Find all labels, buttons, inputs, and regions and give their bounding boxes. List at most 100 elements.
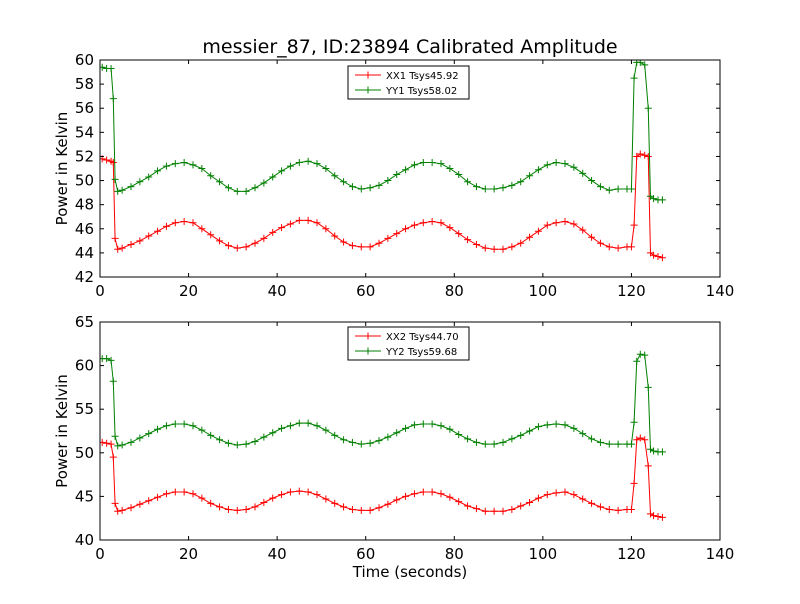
x-tick-label: 140 <box>706 545 735 563</box>
data-point-marker <box>402 492 410 500</box>
data-point-marker <box>410 221 418 229</box>
data-point-marker <box>322 225 330 233</box>
data-point-marker <box>636 350 644 358</box>
data-point-marker <box>384 234 392 242</box>
data-point-marker <box>304 488 312 496</box>
data-point-marker <box>517 431 525 439</box>
data-point-marker <box>216 178 224 186</box>
data-point-marker <box>644 104 652 112</box>
data-point-marker <box>437 490 445 498</box>
data-point-marker <box>561 160 569 168</box>
data-point-marker <box>393 496 401 504</box>
data-point-marker <box>375 239 383 247</box>
data-point-marker <box>127 183 135 191</box>
data-point-marker <box>446 165 454 172</box>
data-point-marker <box>630 418 638 426</box>
data-point-marker <box>644 383 652 391</box>
data-point-marker <box>348 183 356 191</box>
data-point-marker <box>180 218 188 226</box>
x-tick-label: 40 <box>268 545 287 563</box>
data-point-marker <box>286 488 294 496</box>
data-point-marker <box>517 239 525 247</box>
y-tick-label: 65 <box>75 313 94 331</box>
data-point-marker <box>375 181 383 189</box>
data-point-marker <box>348 242 356 250</box>
data-point-marker <box>189 422 197 430</box>
data-point-marker <box>410 161 418 169</box>
data-point-marker <box>402 225 410 233</box>
data-point-marker <box>366 439 374 447</box>
data-point-marker <box>278 167 286 175</box>
x-axis-label: Time (seconds) <box>352 563 468 581</box>
data-point-marker <box>410 421 418 429</box>
x-tick-label: 0 <box>95 545 105 563</box>
data-point-marker <box>357 243 365 251</box>
legend-label: XX2 Tsys44.70 <box>386 332 459 343</box>
data-point-marker <box>375 504 383 512</box>
data-point-marker <box>171 488 179 496</box>
data-point-marker <box>180 488 188 496</box>
data-point-marker <box>561 488 569 496</box>
data-point-marker <box>313 422 321 430</box>
data-point-marker <box>517 502 525 510</box>
data-point-marker <box>109 377 117 385</box>
data-point-marker <box>419 219 427 227</box>
data-point-marker <box>269 228 277 236</box>
data-point-marker <box>224 184 232 192</box>
data-point-marker <box>658 513 666 521</box>
data-point-marker <box>357 506 365 514</box>
data-point-marker <box>658 196 666 204</box>
data-point-marker <box>313 219 321 227</box>
data-point-marker <box>596 183 604 191</box>
data-point-marker <box>207 499 215 507</box>
data-point-marker <box>260 179 268 187</box>
data-point-marker <box>224 439 232 447</box>
axes-frame <box>99 59 721 278</box>
x-tick-label: 120 <box>617 545 646 563</box>
data-point-marker <box>207 231 215 239</box>
y-tick-label: 60 <box>75 357 94 375</box>
y-tick-label: 50 <box>75 444 94 462</box>
data-point-marker <box>127 438 135 446</box>
data-point-marker <box>526 427 534 435</box>
data-point-marker <box>627 243 635 251</box>
data-point-marker <box>242 187 250 195</box>
data-point-marker <box>111 432 119 440</box>
data-point-marker <box>348 438 356 446</box>
legend-marker <box>364 86 372 94</box>
x-tick-label: 60 <box>356 545 375 563</box>
data-point-marker <box>428 218 436 226</box>
data-point-marker <box>543 161 551 169</box>
data-point-marker <box>437 422 445 430</box>
data-point-marker <box>579 169 587 177</box>
data-point-marker <box>118 506 126 514</box>
data-point-marker <box>605 440 613 448</box>
data-point-marker <box>286 162 294 170</box>
data-point-marker <box>216 503 224 511</box>
chart-title: messier_87, ID:23894 Calibrated Amplitud… <box>202 36 617 58</box>
data-point-marker <box>136 237 144 245</box>
data-point-marker <box>419 488 427 496</box>
data-point-marker <box>658 448 666 456</box>
data-point-marker <box>636 150 644 158</box>
y-tick-label: 50 <box>75 172 94 190</box>
data-point-marker <box>588 499 596 507</box>
x-tick-label: 100 <box>529 545 558 563</box>
data-point-marker <box>552 420 560 428</box>
data-point-marker <box>472 438 480 446</box>
data-point-marker <box>490 440 498 448</box>
data-point-marker <box>242 243 250 251</box>
data-point-marker <box>357 185 365 193</box>
data-point-marker <box>162 222 170 230</box>
data-point-marker <box>428 420 436 428</box>
data-point-marker <box>410 490 418 498</box>
data-point-marker <box>437 160 445 168</box>
data-point-marker <box>331 172 339 180</box>
data-point-marker <box>641 351 649 359</box>
data-point-marker <box>304 419 312 427</box>
data-point-marker <box>269 494 277 502</box>
data-point-marker <box>357 440 365 448</box>
x-tick-label: 140 <box>706 282 735 300</box>
y-tick-label: 58 <box>75 75 94 93</box>
x-tick-label: 80 <box>445 545 464 563</box>
